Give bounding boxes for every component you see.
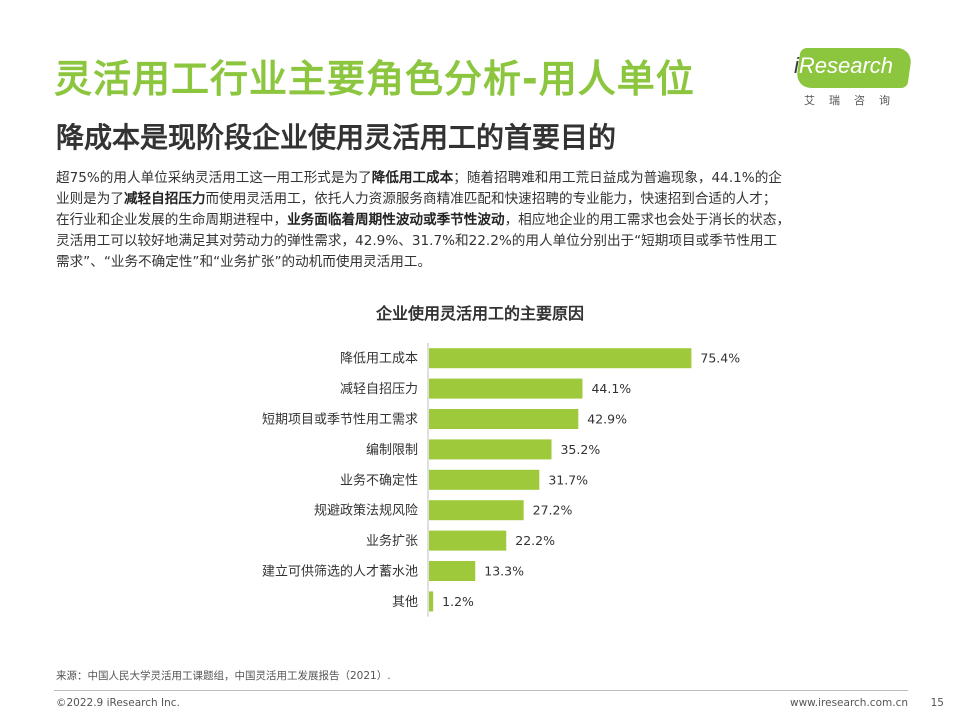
bar	[429, 469, 540, 490]
logo-chinese-text: 艾瑞咨询	[804, 94, 904, 107]
value-label: 13.3%	[484, 564, 524, 579]
value-label: 27.2%	[533, 503, 573, 518]
value-label: 1.2%	[442, 594, 474, 609]
category-label: 减轻自招压力	[340, 382, 418, 397]
summary-line: 需求”、“业务不确定性”和“业务扩张”的动机而使用灵活用工。	[56, 254, 432, 270]
value-label: 75.4%	[700, 351, 740, 366]
value-label: 31.7%	[548, 472, 588, 487]
page-subtitle: 降成本是现阶段企业使用灵活用工的首要目的	[56, 121, 617, 154]
bar	[429, 591, 434, 612]
copyright-text: ©2022.9 iResearch Inc.	[56, 697, 180, 709]
page-title: 灵活用工行业主要角色分析-用人单位	[54, 57, 695, 101]
value-label: 22.2%	[515, 533, 555, 548]
category-label: 降低用工成本	[340, 352, 418, 367]
iresearch-logo: iResearch 艾瑞咨询	[788, 48, 914, 110]
chart-title: 企业使用灵活用工的主要原因	[375, 304, 584, 323]
value-label: 35.2%	[560, 442, 600, 457]
logo-text: iResearch	[794, 53, 894, 78]
bar	[429, 500, 524, 521]
bar	[429, 561, 476, 581]
category-label: 编制限制	[366, 443, 418, 458]
page-number: 15	[930, 697, 944, 709]
footer-divider	[54, 690, 908, 691]
value-label: 42.9%	[587, 412, 627, 427]
category-label: 业务不确定性	[340, 472, 418, 488]
bar	[429, 378, 583, 399]
summary-line: 业则是为了减轻自招压力而使用灵活用工，依托人力资源服务商精准匹配和快速招聘的专业…	[56, 191, 777, 207]
category-label: 其他	[392, 595, 418, 610]
summary-line: 在行业和企业发展的生命周期进程中，业务面临着周期性波动或季节性波动，相应地企业的…	[56, 212, 791, 228]
category-label: 短期项目或季节性用工需求	[262, 413, 418, 428]
bar	[429, 409, 579, 429]
bar	[429, 530, 507, 551]
value-label: 44.1%	[591, 381, 631, 396]
category-label: 规避政策法规风险	[314, 503, 418, 519]
summary-line: 超75%的用人单位采纳灵活用工这一用工形式是为了降低用工成本；随着招聘难和用工荒…	[56, 170, 782, 186]
source-note: 来源：中国人民大学灵活用工课题组，中国灵活用工发展报告（2021）.	[56, 670, 391, 682]
bar	[429, 348, 692, 369]
category-label: 业务扩张	[366, 533, 418, 549]
bar	[429, 439, 552, 460]
summary-line: 灵活用工可以较好地满足其对劳动力的弹性需求，42.9%、31.7%和22.2%的…	[56, 233, 778, 249]
summary-paragraph: 超75%的用人单位采纳灵活用工这一用工形式是为了降低用工成本；随着招聘难和用工荒…	[56, 168, 916, 273]
website-link[interactable]: www.iresearch.com.cn	[789, 697, 908, 709]
category-label: 建立可供筛选的人才蓄水池	[262, 564, 418, 580]
